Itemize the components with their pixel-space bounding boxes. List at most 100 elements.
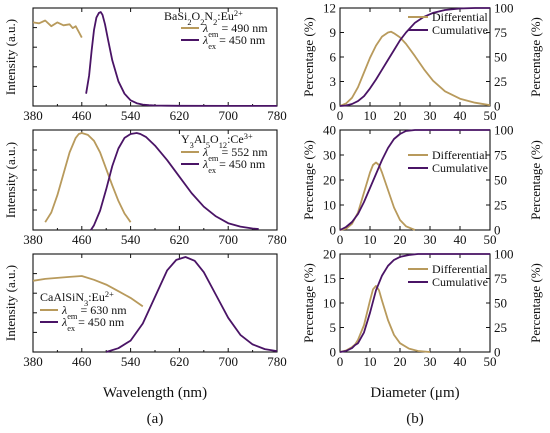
x-tick-label: 620 [170,354,190,369]
series-line-ex [339,129,490,231]
series-line-ex [85,11,277,107]
series-line-ex [339,253,490,353]
x-tick-label: 700 [218,354,238,369]
x-tick-label: 780 [267,354,287,369]
y2-tick-label: 0 [494,345,501,360]
x-tick-label: 460 [72,354,92,369]
x-tick-label: 20 [394,354,407,369]
legend-label-ex: Cumulative [432,275,488,289]
x-tick-label: 20 [394,232,407,247]
y-tick-label: 3 [330,74,337,89]
x-tick-label: 40 [454,354,467,369]
y-tick-label: 0 [330,345,337,360]
x-axis-label-b: Diameter (μm) [370,385,459,401]
x-tick-label: 40 [454,232,467,247]
legend-label-em: Differential [432,148,488,162]
series-line-ex [105,256,278,353]
y-tick-label: 20 [323,173,336,188]
x-tick-label: 380 [23,232,43,247]
x-tick-label: 20 [394,108,407,123]
legend-title: CaAlSiN3:Eu2+ [40,290,114,308]
x-tick-label: 540 [121,232,141,247]
legend-label-ex: Cumulative [432,23,488,37]
panel-a-bot: 380 460 540 620 700 780 Intensity (a.u.) CaAlSi… [3,253,287,369]
x-tick-label: 10 [364,108,377,123]
x-tick-label: 50 [484,108,497,123]
panel-a-top: 380 460 540 620 700 780 Intensity (a.u.) BaSi2O… [3,7,287,123]
y2-tick-label: 25 [494,198,507,213]
y2-tick-label: 75 [494,148,507,163]
x-tick-label: 0 [337,108,344,123]
x-tick-label: 380 [23,354,43,369]
series-line-ex [90,132,259,231]
y-tick-label: 0 [330,223,337,238]
series-line-em [44,132,132,223]
legend-label-em: Differential [432,262,488,276]
x-tick-label: 460 [72,108,92,123]
legend-label-em: λem = 552 nm [202,145,268,163]
y-tick-label: 9 [330,25,337,40]
y2-tick-label: 75 [494,271,507,286]
x-tick-label: 700 [218,232,238,247]
y-tick-label: 0 [330,99,337,114]
legend-label-em: λem = 630 nm [61,303,127,321]
y-tick-label: 40 [323,123,336,138]
y2-tick-label: 50 [494,50,507,65]
x-tick-label: 30 [424,232,437,247]
x-tick-label: 10 [364,232,377,247]
legend-label-ex: λex = 450 nm [202,157,266,175]
y2-tick-label: 100 [494,123,514,138]
legend-label-em: Differential [432,10,488,24]
legend-label-ex: Cumulative [432,161,488,175]
y-tick-label: 5 [330,320,337,335]
x-tick-label: 540 [121,354,141,369]
x-tick-label: 0 [337,354,344,369]
y2-tick-label: 50 [494,296,507,311]
y-tick-label: 30 [323,148,336,163]
y2-tick-label: 25 [494,74,507,89]
y2-tick-label: 0 [494,223,501,238]
x-tick-label: 30 [424,354,437,369]
x-tick-label: 780 [267,232,287,247]
y2-tick-label: 25 [494,320,507,335]
x-tick-label: 620 [170,108,190,123]
y2-tick-label: 75 [494,25,507,40]
y2-tick-label: 100 [494,247,514,262]
panel-a-mid: 380 460 540 620 700 780 Intensity (a.u.) Y3Al5O… [3,129,287,247]
legend-title: BaSi2O2N2:Eu2+ [164,9,243,27]
legend-title: Y3Al5O12:Ce3+ [181,132,253,150]
panel-b-mid: 0 10 20 30 40 500102030400255075100Percentage… [301,123,543,248]
x-tick-label: 780 [267,108,287,123]
y2-axis-label: Percentage (%) [528,140,543,220]
y-axis-label: Intensity (a.u.) [3,19,18,95]
y-tick-label: 10 [323,198,336,213]
y-axis-label: Intensity (a.u.) [3,142,18,218]
series-line-em [339,284,431,353]
x-tick-label: 50 [484,232,497,247]
x-axis-label-a: Wavelength (nm) [103,385,207,401]
caption-b: (b) [406,411,424,427]
y2-axis-label: Percentage (%) [528,17,543,97]
x-tick-label: 380 [23,108,43,123]
x-tick-label: 620 [170,232,190,247]
series-line-em [32,19,83,39]
panel-b-bot: 0 10 20 30 40 50051015200255075100Percentage … [301,247,543,370]
y2-tick-label: 100 [494,1,514,16]
y-tick-label: 15 [323,271,336,286]
series-line-em [32,275,144,308]
legend-label-em: λem = 490 nm [202,21,268,39]
y2-tick-label: 50 [494,173,507,188]
y-tick-label: 12 [323,1,336,16]
y-axis-label: Percentage (%) [301,140,316,220]
x-tick-label: 40 [454,108,467,123]
y-tick-label: 10 [323,296,336,311]
y2-tick-label: 0 [494,99,501,114]
x-tick-label: 10 [364,354,377,369]
y2-axis-label: Percentage (%) [528,263,543,343]
y-axis-label: Percentage (%) [301,263,316,343]
x-tick-label: 460 [72,232,92,247]
y-tick-label: 20 [323,247,336,262]
